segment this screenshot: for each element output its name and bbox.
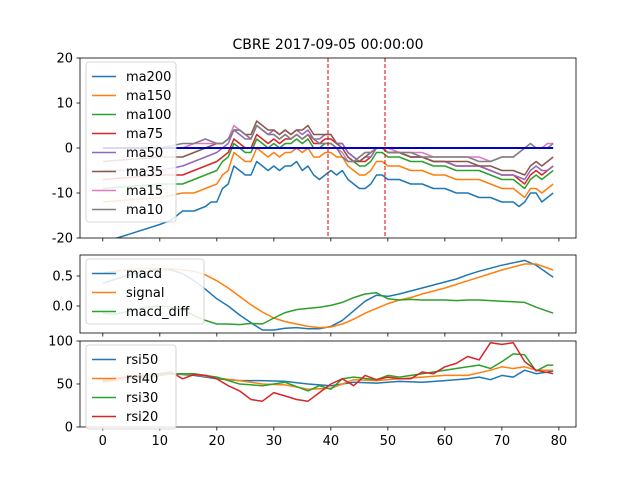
x-tick-label: 0 [99,434,107,449]
legend-label-macd_diff: macd_diff [126,305,190,320]
series-line-ma10 [102,124,554,163]
legend-label-ma50: ma50 [126,146,163,161]
y-tick-label: 10 [56,97,73,112]
x-tick-label: 20 [209,434,226,449]
x-tick-label: 50 [380,434,397,449]
panel-0: -20 -10 0 10 20 ma200 ma150 ma100 ma75 ma50 ma35 ma… [52,52,577,247]
y-tick-label: 0 [65,421,73,436]
panel-1: 0.0 0.5 macd signal macd_diff [52,254,577,337]
y-tick-label: 0.0 [52,300,73,315]
plot-area [102,58,554,238]
legend-box [85,258,205,325]
legend-label-rsi50: rsi50 [126,353,158,368]
legend-label-signal: signal [126,286,164,301]
x-tick-label: 10 [152,434,169,449]
legend-label-ma100: ma100 [126,108,171,123]
y-tick-label: 0.5 [52,270,73,285]
x-tick-label: 80 [551,434,568,449]
legend-label-ma150: ma150 [126,89,171,104]
x-tick-label: 70 [494,434,511,449]
y-tick-label: -20 [52,232,73,247]
plot-area [102,341,554,402]
legend-label-ma35: ma35 [126,165,163,180]
legend-label-macd: macd [126,267,162,282]
series-line-rsi20 [102,341,554,402]
y-tick-label: 0 [65,142,73,157]
legend-label-ma15: ma15 [126,184,163,199]
y-tick-label: -10 [52,187,73,202]
legend-label-ma75: ma75 [126,127,163,142]
y-tick-label: 50 [56,378,73,393]
chart-panels: -20-1001020ma200ma150ma100ma75ma50ma35ma… [48,52,577,449]
series-line-ma200 [114,160,554,238]
series-line-ma150 [102,147,554,203]
x-tick-label: 60 [437,434,454,449]
legend-box [85,61,177,223]
legend-label-rsi20: rsi20 [126,410,158,425]
panel-frame [79,254,577,334]
panel-2: 0 50 100 0 10 20 30 40 50 60 70 80 rsi50 rsi40 rsi30 rs… [48,335,577,449]
x-tick-label: 30 [266,434,283,449]
legend-label-ma200: ma200 [126,70,171,85]
legend-label-ma10: ma10 [126,203,163,218]
legend-label-rsi40: rsi40 [126,372,158,387]
legend-box [85,344,177,430]
x-tick-label: 40 [323,434,340,449]
legend-label-rsi30: rsi30 [126,391,158,406]
chart-title: CBRE 2017-09-05 00:00:00 [232,37,423,53]
y-tick-label: 20 [56,52,73,67]
y-tick-label: 100 [48,335,73,350]
